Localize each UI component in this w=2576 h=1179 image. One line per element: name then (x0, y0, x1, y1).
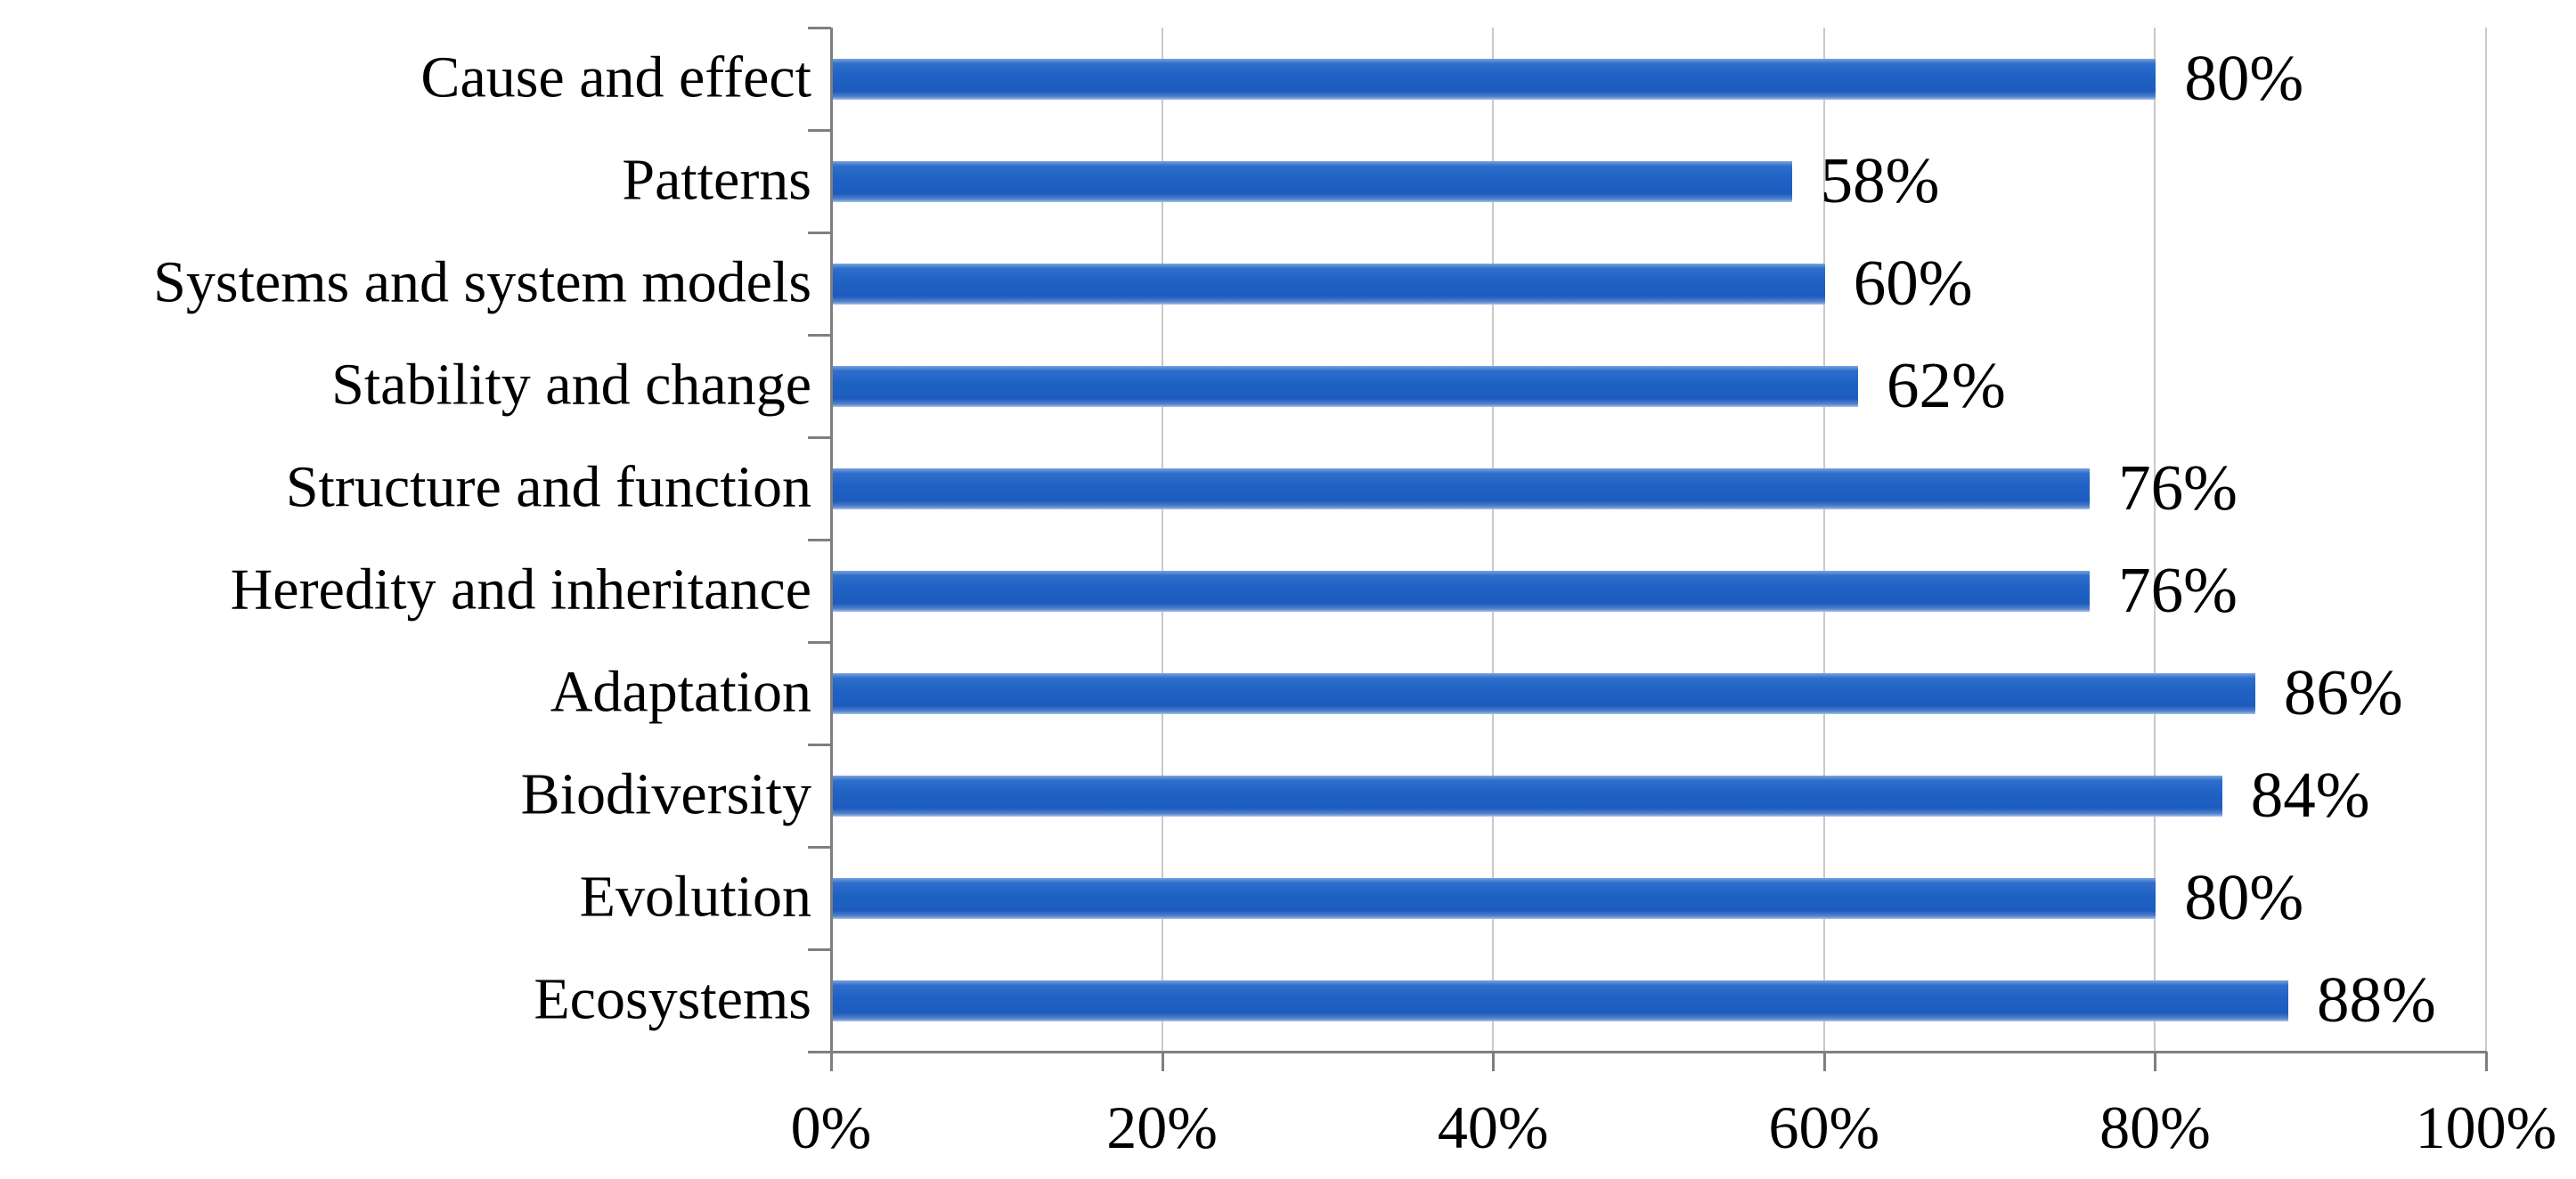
y-axis-tick (808, 539, 831, 541)
bar (832, 570, 2091, 612)
y-axis-line (830, 28, 833, 1052)
value-label: 80% (2184, 41, 2304, 114)
y-axis-tick (808, 641, 831, 644)
x-tick-label: 80% (2099, 1094, 2211, 1161)
bar (832, 980, 2289, 1021)
value-label: 58% (1820, 143, 1940, 216)
y-axis-tick (808, 232, 831, 234)
gridline (1161, 28, 1163, 1052)
bar (832, 672, 2255, 714)
category-label: Systems and system models (153, 249, 811, 315)
value-label: 84% (2250, 758, 2370, 831)
x-tick-label: 100% (2415, 1094, 2557, 1161)
x-axis-tick (1822, 1052, 1826, 1071)
y-axis-tick (808, 129, 831, 132)
bar (832, 877, 2156, 919)
y-axis-tick (808, 334, 831, 337)
value-label: 88% (2317, 963, 2436, 1036)
x-tick-label: 0% (790, 1094, 872, 1161)
value-label: 76% (2118, 451, 2238, 524)
bar (832, 365, 1858, 407)
value-label: 86% (2283, 655, 2403, 728)
value-label: 60% (1853, 246, 1973, 319)
gridline (1822, 28, 1825, 1052)
x-tick-label: 60% (1768, 1094, 1880, 1161)
category-label: Adaptation (550, 659, 811, 725)
category-label: Cause and effect (420, 45, 811, 110)
y-axis-tick (808, 744, 831, 746)
gridline (1492, 28, 1495, 1052)
value-label: 62% (1886, 348, 2006, 421)
x-tick-label: 40% (1437, 1094, 1549, 1161)
gridline (2154, 28, 2156, 1052)
category-label: Heredity and inheritance (230, 557, 811, 622)
bar (832, 775, 2222, 817)
x-axis-tick (2485, 1052, 2488, 1071)
category-label: Stability and change (331, 352, 811, 418)
value-label: 76% (2118, 553, 2238, 626)
y-axis-tick (808, 436, 831, 439)
x-tick-label: 20% (1106, 1094, 1218, 1161)
y-axis-tick (808, 948, 831, 951)
bar (832, 160, 1792, 202)
category-label: Evolution (579, 864, 811, 930)
bar (832, 58, 2156, 100)
category-label: Structure and function (285, 454, 811, 520)
x-axis-tick (2154, 1052, 2157, 1071)
value-label: 80% (2184, 860, 2304, 933)
x-axis-line (808, 1051, 2487, 1053)
x-axis-tick (1161, 1052, 1164, 1071)
bar (832, 468, 2091, 509)
x-axis-tick (830, 1052, 833, 1071)
category-label: Patterns (622, 147, 811, 213)
y-axis-tick (808, 846, 831, 849)
y-axis-tick (808, 27, 831, 29)
x-axis-tick (1492, 1052, 1496, 1071)
bar (832, 263, 1825, 305)
category-label: Biodiversity (520, 761, 811, 827)
gridline (2485, 28, 2487, 1052)
category-label: Ecosystems (534, 966, 811, 1032)
